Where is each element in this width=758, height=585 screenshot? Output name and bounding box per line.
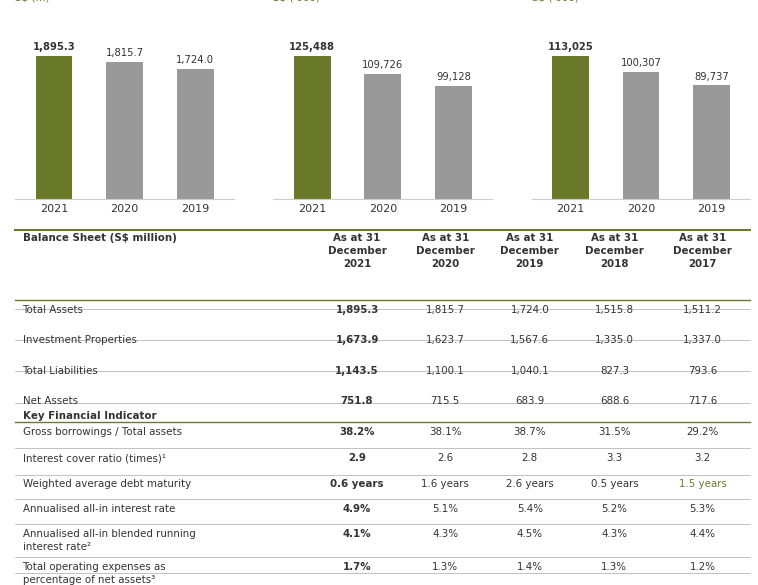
Text: 715.5: 715.5	[431, 397, 460, 407]
Text: 1,895.3: 1,895.3	[335, 305, 379, 315]
Text: 1,335.0: 1,335.0	[595, 336, 634, 346]
Text: 4.3%: 4.3%	[601, 529, 628, 539]
Text: 827.3: 827.3	[600, 366, 629, 376]
Text: 38.2%: 38.2%	[340, 427, 374, 437]
Text: 1,724.0: 1,724.0	[510, 305, 550, 315]
Text: 751.8: 751.8	[341, 397, 373, 407]
Text: As at 31
December
2019: As at 31 December 2019	[500, 233, 559, 269]
Text: 2.8: 2.8	[522, 453, 538, 463]
Text: 717.6: 717.6	[688, 397, 717, 407]
Text: 1,623.7: 1,623.7	[426, 336, 465, 346]
Text: 100,307: 100,307	[621, 58, 662, 68]
Text: As at 31
December
2021: As at 31 December 2021	[327, 233, 387, 269]
Text: 38.7%: 38.7%	[513, 427, 547, 437]
Text: 99,128: 99,128	[436, 73, 471, 82]
Text: 113,025: 113,025	[547, 42, 594, 52]
Text: 683.9: 683.9	[515, 397, 544, 407]
Text: 4.9%: 4.9%	[343, 504, 371, 514]
Text: 1.4%: 1.4%	[517, 562, 543, 572]
Text: 1,143.5: 1,143.5	[335, 366, 379, 376]
Text: 4.3%: 4.3%	[432, 529, 459, 539]
Bar	[294, 56, 330, 199]
Text: Annualised all-in blended running
interest rate²: Annualised all-in blended running intere…	[23, 529, 196, 552]
Text: As at 31
December
2020: As at 31 December 2020	[416, 233, 475, 269]
Text: 1.3%: 1.3%	[601, 562, 628, 572]
Text: 1,815.7: 1,815.7	[105, 49, 143, 58]
Bar	[365, 74, 401, 199]
Text: 4.5%: 4.5%	[517, 529, 543, 539]
Text: 0.5 years: 0.5 years	[590, 479, 638, 489]
Text: 4.1%: 4.1%	[343, 529, 371, 539]
Text: 1,337.0: 1,337.0	[683, 336, 722, 346]
Bar	[622, 72, 659, 199]
Bar	[177, 69, 214, 199]
Text: 3.2: 3.2	[694, 453, 711, 463]
Text: 1.7%: 1.7%	[343, 562, 371, 572]
Text: 793.6: 793.6	[688, 366, 717, 376]
Text: 1,040.1: 1,040.1	[510, 366, 550, 376]
Text: Net Assets: Net Assets	[23, 397, 77, 407]
Text: 5.2%: 5.2%	[601, 504, 628, 514]
Text: Weighted average debt maturity: Weighted average debt maturity	[23, 479, 191, 489]
Bar	[694, 85, 730, 199]
Text: As at 31
December
2018: As at 31 December 2018	[585, 233, 644, 269]
Text: 1,511.2: 1,511.2	[683, 305, 722, 315]
Text: Investment Properties: Investment Properties	[23, 336, 136, 346]
Text: 38.1%: 38.1%	[429, 427, 462, 437]
Text: 2.9: 2.9	[348, 453, 366, 463]
Text: Interest cover ratio (times)¹: Interest cover ratio (times)¹	[23, 453, 165, 463]
Text: 1.5 years: 1.5 years	[678, 479, 727, 489]
Bar	[106, 62, 143, 199]
Text: S$ ('000): S$ ('000)	[274, 0, 320, 2]
Text: 2.6: 2.6	[437, 453, 453, 463]
Bar	[36, 56, 72, 199]
Text: 1,100.1: 1,100.1	[426, 366, 465, 376]
Text: 1,673.9: 1,673.9	[335, 336, 379, 346]
Text: 1.2%: 1.2%	[690, 562, 716, 572]
Text: As at 31
December
2017: As at 31 December 2017	[673, 233, 732, 269]
Text: 3.3: 3.3	[606, 453, 622, 463]
Text: 1,567.6: 1,567.6	[510, 336, 550, 346]
Text: Total operating expenses as
percentage of net assets³: Total operating expenses as percentage o…	[23, 562, 166, 585]
Text: Total Assets: Total Assets	[23, 305, 83, 315]
Text: 31.5%: 31.5%	[598, 427, 631, 437]
Text: 1,895.3: 1,895.3	[33, 42, 75, 52]
Text: 1,815.7: 1,815.7	[426, 305, 465, 315]
Text: 89,737: 89,737	[694, 72, 729, 82]
Text: 5.4%: 5.4%	[517, 504, 543, 514]
Text: 688.6: 688.6	[600, 397, 629, 407]
Bar	[435, 86, 471, 199]
Text: 5.3%: 5.3%	[690, 504, 716, 514]
Text: Key Financial Indicator: Key Financial Indicator	[23, 411, 156, 421]
Text: 1,724.0: 1,724.0	[176, 55, 215, 65]
Text: 109,726: 109,726	[362, 60, 403, 70]
Text: 1.6 years: 1.6 years	[421, 479, 469, 489]
Text: Gross borrowings / Total assets: Gross borrowings / Total assets	[23, 427, 181, 437]
Text: Annualised all-in interest rate: Annualised all-in interest rate	[23, 504, 175, 514]
Text: Total Liabilities: Total Liabilities	[23, 366, 99, 376]
Text: 125,488: 125,488	[290, 42, 335, 52]
Text: 0.6 years: 0.6 years	[330, 479, 384, 489]
Text: S$ (m): S$ (m)	[15, 0, 50, 2]
Bar	[552, 56, 589, 199]
Text: 5.1%: 5.1%	[432, 504, 459, 514]
Text: 1,515.8: 1,515.8	[595, 305, 634, 315]
Text: 4.4%: 4.4%	[690, 529, 716, 539]
Text: 1.3%: 1.3%	[432, 562, 459, 572]
Text: 2.6 years: 2.6 years	[506, 479, 553, 489]
Text: 29.2%: 29.2%	[687, 427, 719, 437]
Text: Balance Sheet (S$ million): Balance Sheet (S$ million)	[23, 233, 177, 243]
Text: S$ ('000): S$ ('000)	[531, 0, 578, 2]
